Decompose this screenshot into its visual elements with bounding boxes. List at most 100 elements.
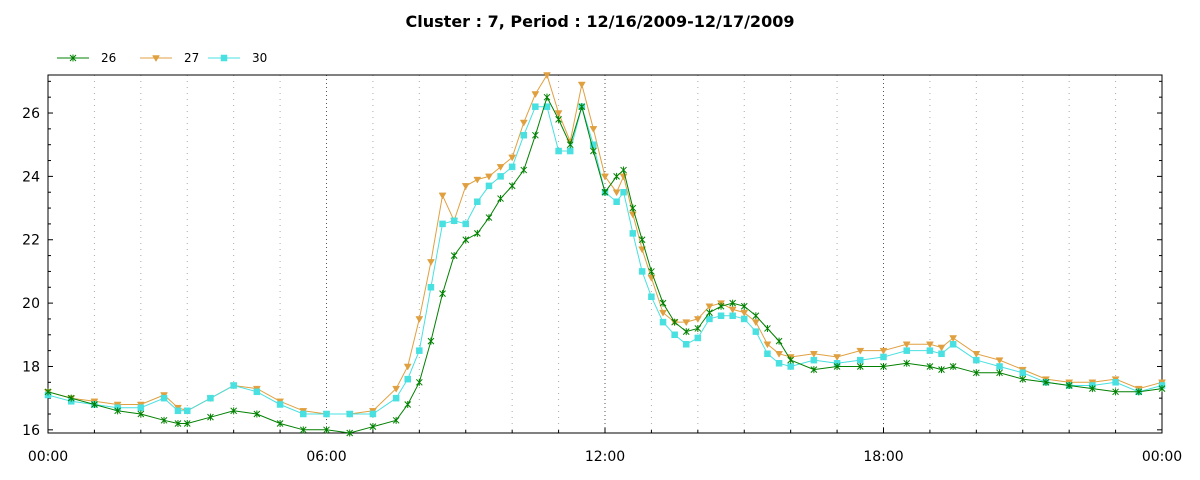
- data-point-27: [403, 363, 412, 371]
- data-point-27: [601, 173, 609, 181]
- y-tick-label: 24: [22, 169, 40, 185]
- data-point-26: [404, 400, 412, 408]
- data-point-30: [485, 182, 493, 190]
- data-point-30: [323, 410, 330, 418]
- data-point-27: [751, 319, 760, 327]
- data-point-30: [926, 347, 934, 354]
- data-point-26: [717, 302, 725, 310]
- x-tick-label: 00:00: [28, 449, 68, 465]
- data-point-26: [183, 419, 191, 427]
- data-point-27: [949, 335, 958, 342]
- data-point-26: [44, 388, 52, 396]
- data-point-30: [857, 356, 864, 364]
- data-point-30: [404, 375, 411, 383]
- data-point-30: [949, 341, 957, 348]
- data-point-26: [415, 378, 423, 386]
- data-point-26: [462, 236, 470, 244]
- data-point-30: [300, 410, 307, 418]
- data-point-26: [578, 103, 586, 111]
- data-point-30: [474, 198, 481, 205]
- data-point-26: [996, 369, 1003, 377]
- data-point-27: [856, 347, 865, 355]
- series-26: [44, 93, 1166, 437]
- data-point-27: [833, 354, 842, 361]
- data-point-30: [1112, 379, 1119, 386]
- data-point-26: [439, 290, 446, 298]
- data-point-27: [543, 72, 551, 79]
- data-point-30: [1019, 369, 1026, 377]
- data-point-27: [775, 351, 783, 358]
- data-point-27: [682, 319, 691, 327]
- data-point-26: [787, 356, 795, 364]
- data-point-27: [519, 119, 528, 127]
- data-point-26: [137, 410, 145, 418]
- data-point-26: [369, 423, 377, 431]
- data-point-30: [671, 331, 678, 339]
- data-point-30: [555, 147, 562, 155]
- data-point-26: [764, 324, 771, 332]
- data-point-26: [474, 229, 481, 237]
- data-point-26: [497, 195, 504, 203]
- data-point-26: [629, 204, 637, 212]
- data-point-27: [972, 351, 981, 358]
- data-point-26: [659, 299, 667, 307]
- data-point-27: [415, 316, 424, 323]
- data-point-26: [299, 426, 307, 434]
- data-point-26: [706, 309, 713, 317]
- data-point-27: [740, 309, 749, 317]
- x-tick-label: 12:00: [585, 449, 625, 465]
- data-point-26: [253, 410, 261, 418]
- data-point-27: [809, 351, 818, 358]
- data-point-27: [995, 357, 1004, 365]
- data-point-30: [462, 220, 469, 228]
- legend-label-30: 30: [252, 51, 267, 65]
- data-point-30: [450, 217, 458, 224]
- data-point-30: [903, 347, 910, 354]
- data-point-27: [554, 110, 563, 118]
- data-point-30: [346, 410, 353, 418]
- data-point-26: [880, 362, 887, 370]
- data-point-30: [160, 394, 168, 402]
- data-point-26: [648, 267, 655, 275]
- data-point-26: [566, 141, 574, 149]
- data-point-30: [729, 312, 736, 320]
- data-point-30: [648, 293, 655, 301]
- data-point-30: [230, 382, 237, 389]
- data-point-26: [114, 407, 121, 415]
- data-point-27: [638, 246, 647, 254]
- data-point-26: [160, 416, 168, 424]
- data-point-26: [949, 362, 957, 370]
- data-point-30: [694, 334, 702, 342]
- data-point-30: [629, 230, 637, 237]
- data-point-26: [752, 312, 760, 320]
- data-point-26: [833, 362, 841, 370]
- data-point-26: [1158, 385, 1166, 393]
- data-point-27: [659, 309, 667, 317]
- data-point-26: [1089, 385, 1096, 393]
- legend-label-27: 27: [184, 51, 199, 65]
- data-point-30: [532, 103, 539, 110]
- data-point-26: [346, 429, 354, 437]
- data-point-26: [620, 166, 627, 174]
- x-tick-label: 00:00: [1142, 449, 1182, 465]
- legend-marker-30: [220, 54, 228, 62]
- data-point-27: [577, 81, 586, 89]
- data-point-26: [601, 188, 609, 196]
- data-point-30: [996, 363, 1003, 370]
- data-point-30: [659, 318, 667, 326]
- data-point-27: [612, 189, 621, 197]
- legend: 26 27 30: [57, 51, 267, 65]
- data-point-26: [903, 359, 911, 367]
- data-point-27: [879, 347, 888, 355]
- y-tick-label: 18: [22, 359, 40, 375]
- data-point-26: [520, 166, 528, 174]
- data-point-30: [938, 350, 945, 358]
- data-point-30: [706, 315, 713, 323]
- data-point-27: [496, 164, 505, 171]
- data-point-27: [485, 173, 493, 181]
- data-point-26: [729, 299, 736, 307]
- data-point-26: [694, 324, 702, 332]
- data-point-26: [485, 214, 493, 222]
- data-point-30: [253, 388, 261, 396]
